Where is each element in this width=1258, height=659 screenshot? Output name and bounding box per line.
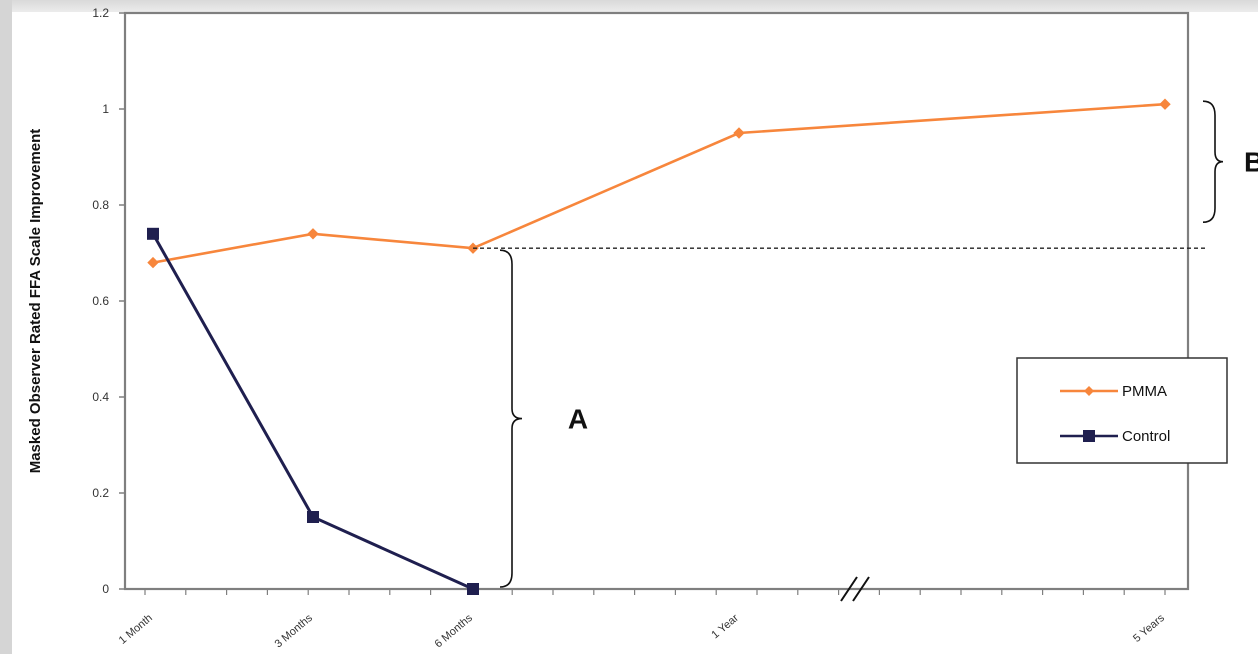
y-tick-label: 0.2 [92,486,109,500]
data-point-pmma [307,228,319,240]
data-point-control [147,227,159,240]
y-tick-label: 0.4 [92,390,109,404]
legend-box [1016,357,1228,464]
y-tick-label: 1.2 [92,6,109,20]
y-tick-label: 1 [102,102,109,116]
annotation-label-a: A [568,404,588,435]
annotation-label-b: B [1244,147,1258,178]
y-tick-label: 0.8 [92,198,109,212]
legend-marker-control [1083,430,1095,442]
axis-break-line [840,576,858,602]
brace-a [499,249,523,588]
legend-marker-pmma [1084,386,1094,396]
legend-label-control: Control [1122,428,1170,445]
axis-break-line [852,576,870,602]
y-tick-label: 0.6 [92,294,109,308]
left-frame-strip [0,0,12,654]
data-point-pmma [733,127,745,139]
axis-break [840,576,870,602]
legend-label-pmma: PMMA [1122,383,1167,400]
data-point-control [467,583,479,595]
top-frame-strip [0,0,1258,12]
plot-area [123,11,1190,591]
y-tick-label: 0 [102,582,109,596]
y-axis-title: Masked Observer Rated FFA Scale Improvem… [27,129,44,474]
legend: PMMA Control [1016,357,1228,464]
brace-b [1202,100,1224,223]
data-point-control [307,511,319,523]
data-point-pmma [1159,98,1171,110]
data-point-pmma [147,256,159,269]
